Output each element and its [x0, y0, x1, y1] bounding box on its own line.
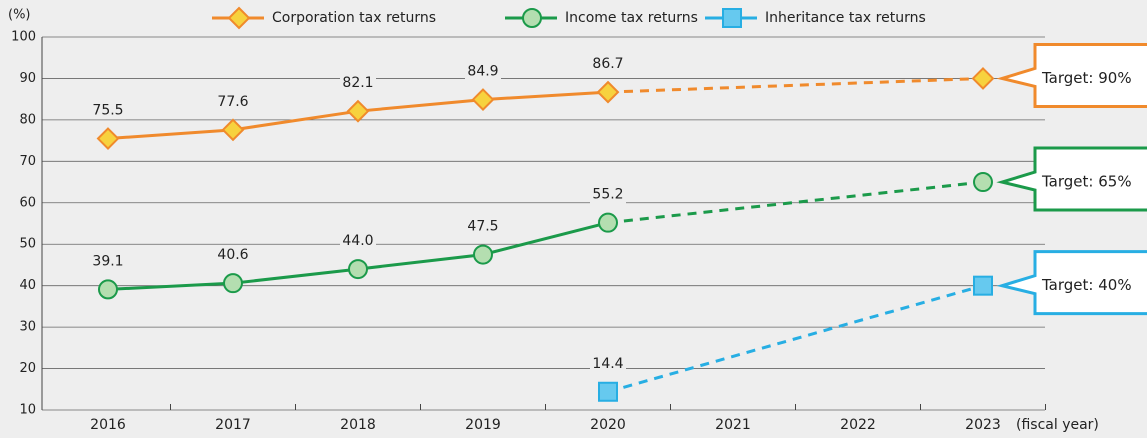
marker [596, 80, 620, 104]
legend-item: Corporation tax returns [212, 6, 436, 30]
line-segment [482, 90, 609, 102]
data-label: 75.5 [92, 103, 123, 119]
callout-label: Target: 65% [1041, 173, 1132, 191]
label-background [465, 217, 501, 236]
line-segment [107, 128, 234, 141]
y-tick-label: 90 [19, 71, 36, 86]
x-tick-label: 2019 [465, 417, 501, 433]
callout [996, 250, 1147, 316]
x-tick-label: 2022 [840, 417, 876, 433]
marker [971, 67, 995, 90]
marker [346, 99, 370, 123]
data-label: 84.9 [467, 64, 498, 80]
marker [471, 88, 495, 111]
legend-label: Income tax returns [565, 10, 698, 26]
label-background [590, 185, 626, 204]
data-label: 77.6 [217, 94, 248, 110]
x-tick-label: 2018 [340, 417, 376, 433]
data-label: 39.1 [92, 253, 123, 269]
legend-marker [227, 6, 251, 30]
y-tick-label: 60 [19, 195, 36, 210]
series: 39.1 40.6 44.0 47.5 55.2 Target: 65% [90, 146, 1147, 300]
data-label: 82.1 [342, 75, 373, 91]
y-tick-label: 70 [19, 154, 36, 169]
label-background [340, 232, 376, 251]
legend-marker [722, 8, 742, 28]
y-tick-label: 50 [19, 237, 36, 252]
label-background [90, 101, 126, 120]
legend-label: Corporation tax returns [272, 10, 436, 26]
series: 75.5 77.6 82.1 84.9 86.7 Target: 90% [90, 42, 1147, 150]
marker [98, 279, 118, 300]
marker [221, 118, 245, 142]
y-tick-label: 100 [11, 30, 36, 45]
marker [973, 275, 993, 296]
legend-item: Income tax returns [505, 8, 698, 28]
y-tick-label: 80 [19, 112, 36, 127]
legend-label: Inheritance tax returns [765, 10, 926, 26]
data-label: 40.6 [217, 247, 248, 263]
line-segment [232, 267, 359, 285]
y-tick-label: 20 [19, 361, 36, 376]
label-background [340, 74, 376, 93]
marker [973, 172, 993, 193]
label-background [215, 92, 251, 111]
marker [348, 259, 368, 280]
data-label: 14.4 [592, 356, 623, 372]
x-tick-label: 2021 [715, 417, 751, 433]
x-tick-label: 2020 [590, 417, 626, 433]
y-tick-label: 10 [19, 403, 36, 418]
marker [223, 273, 243, 294]
data-label: 86.7 [592, 56, 623, 72]
line-segment [607, 76, 984, 94]
line-segment [607, 284, 984, 394]
callout [996, 146, 1147, 212]
label-background [465, 62, 501, 81]
line-segment [357, 253, 484, 271]
line-segment [232, 109, 359, 132]
marker [96, 127, 120, 150]
label-background [590, 55, 626, 74]
y-tick-label: 40 [19, 278, 36, 293]
line-segment [357, 98, 484, 113]
data-label: 44.0 [342, 233, 373, 249]
marker [598, 212, 618, 233]
data-label: 55.2 [592, 187, 623, 203]
y-axis-label: (%) [8, 8, 31, 23]
marker [473, 244, 493, 265]
series: 14.4 Target: 40% [590, 250, 1147, 402]
line-segment [107, 281, 234, 291]
callout-label: Target: 90% [1041, 69, 1132, 87]
label-background [215, 246, 251, 265]
callout [996, 42, 1147, 108]
legend-item: Inheritance tax returns [705, 8, 926, 28]
line-segment [482, 221, 609, 257]
label-background [90, 252, 126, 271]
data-label: 47.5 [467, 219, 498, 235]
marker [598, 381, 618, 402]
callout-label: Target: 40% [1041, 276, 1132, 294]
label-background [590, 354, 626, 373]
x-tick-label: 2017 [215, 417, 251, 433]
x-tick-label: 2016 [90, 417, 126, 433]
x-tick-label: 2023 [965, 417, 1001, 433]
x-axis-label: (fiscal year) [1016, 417, 1099, 433]
legend-marker [522, 8, 542, 28]
y-tick-label: 30 [19, 320, 36, 335]
